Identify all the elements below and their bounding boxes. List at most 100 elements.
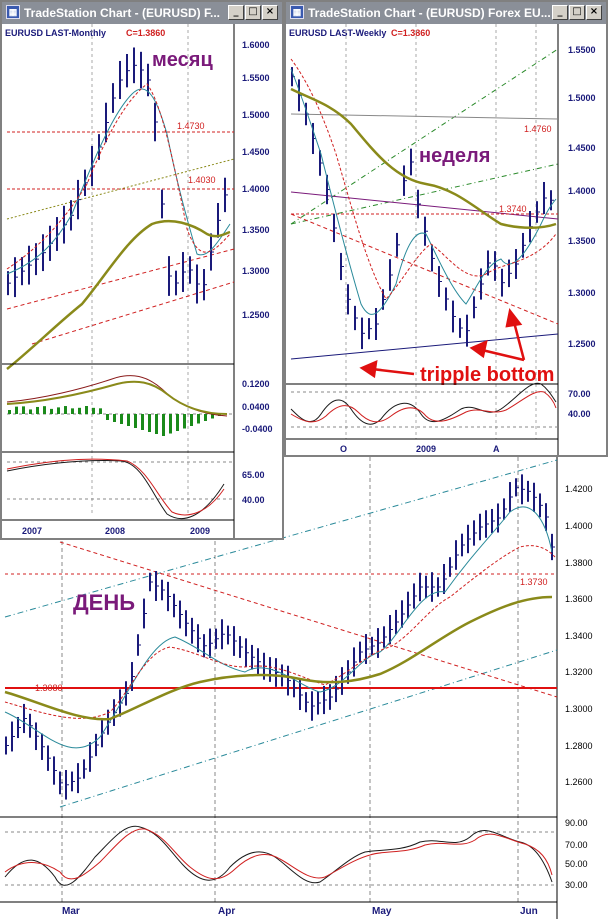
macd-bar bbox=[169, 414, 172, 434]
date-tick: Apr bbox=[218, 906, 235, 917]
price-tick: 1.4200 bbox=[565, 484, 593, 494]
macd-tick: -0.0400 bbox=[242, 424, 273, 434]
date-tick: O bbox=[340, 444, 347, 454]
level-label: 1.3080 bbox=[35, 683, 63, 693]
macd-bar bbox=[183, 414, 186, 429]
monthly-chart-window[interactable]: ▦ TradeStation Chart - (EURUSD) F... _ □… bbox=[0, 0, 284, 540]
macd-histogram bbox=[8, 406, 221, 436]
price-tick: 1.5000 bbox=[568, 93, 596, 103]
window-titlebar[interactable]: ▦ TradeStation Chart - (EURUSD) F... _ □… bbox=[2, 2, 282, 24]
date-tick: A bbox=[493, 444, 500, 454]
price-bars bbox=[7, 47, 228, 304]
price-tick: 1.3000 bbox=[242, 266, 270, 276]
macd-bar bbox=[113, 414, 116, 422]
macd-bar bbox=[50, 408, 53, 414]
macd-bar bbox=[176, 414, 179, 431]
close-button[interactable]: × bbox=[586, 5, 602, 20]
symbol-header: EURUSD LAST-Weekly bbox=[289, 28, 386, 38]
macd-bar bbox=[141, 414, 144, 430]
app-icon: ▦ bbox=[290, 5, 304, 19]
close-button[interactable]: × bbox=[262, 5, 278, 20]
tripple-bottom-label: tripple bottom bbox=[420, 364, 554, 386]
price-tick: 1.3500 bbox=[568, 236, 596, 246]
monthly-chart: EURUSD LAST-Monthly C=1.3860 1.4730 1.40… bbox=[2, 24, 282, 538]
close-value: C=1.3860 bbox=[126, 28, 165, 38]
macd-bar bbox=[197, 414, 200, 424]
date-tick: May bbox=[372, 906, 392, 917]
maximize-button[interactable]: □ bbox=[245, 5, 261, 20]
price-tick: 1.4000 bbox=[565, 521, 593, 531]
macd-bar bbox=[92, 407, 95, 414]
price-tick: 1.6000 bbox=[242, 40, 270, 50]
annotation-arrows bbox=[359, 308, 526, 379]
year-tick: 2009 bbox=[190, 526, 210, 536]
macd-bar bbox=[29, 409, 32, 414]
macd-bar bbox=[57, 407, 60, 414]
macd-bar bbox=[15, 406, 18, 414]
close-value: C=1.3860 bbox=[391, 28, 430, 38]
month-label: месяц bbox=[152, 49, 213, 71]
price-tick: 1.4000 bbox=[242, 184, 270, 194]
window-titlebar[interactable]: ▦ TradeStation Chart - (EURUSD) Forex EU… bbox=[286, 2, 606, 24]
year-tick: 2007 bbox=[22, 526, 42, 536]
level-label: 1.4730 bbox=[177, 121, 205, 131]
macd-bar bbox=[155, 414, 158, 434]
level-label: 1.3730 bbox=[520, 577, 548, 587]
price-tick: 1.2800 bbox=[565, 741, 593, 751]
macd-bar bbox=[204, 414, 207, 421]
macd-bar bbox=[8, 410, 11, 414]
price-tick: 1.4500 bbox=[242, 147, 270, 157]
date-tick: Mar bbox=[62, 906, 80, 917]
day-label: ДЕНЬ bbox=[73, 590, 135, 615]
macd-bar bbox=[211, 414, 214, 419]
level-label: 1.4760 bbox=[524, 124, 552, 134]
window-title: TradeStation Chart - (EURUSD) F... bbox=[24, 6, 221, 20]
date-tick: 2009 bbox=[416, 444, 436, 454]
price-tick: 1.3800 bbox=[565, 558, 593, 568]
price-tick: 1.5500 bbox=[242, 73, 270, 83]
macd-bar bbox=[120, 414, 123, 424]
price-tick: 1.3600 bbox=[565, 594, 593, 604]
macd-bar bbox=[134, 414, 137, 428]
level-label: 1.4030 bbox=[188, 175, 216, 185]
price-tick: 1.3400 bbox=[565, 631, 593, 641]
symbol-header: EURUSD LAST-Monthly bbox=[5, 28, 106, 38]
macd-bar bbox=[162, 414, 165, 436]
macd-bar bbox=[36, 406, 39, 414]
macd-tick: 0.1200 bbox=[242, 379, 270, 389]
weekly-chart-window[interactable]: ▦ TradeStation Chart - (EURUSD) Forex EU… bbox=[284, 0, 608, 457]
macd-bar bbox=[190, 414, 193, 426]
window-title: TradeStation Chart - (EURUSD) Forex EU..… bbox=[308, 6, 551, 20]
price-tick: 1.2500 bbox=[242, 310, 270, 320]
stoch-tick: 65.00 bbox=[242, 470, 265, 480]
price-tick: 1.4000 bbox=[568, 186, 596, 196]
stoch-tick: 40.00 bbox=[242, 495, 265, 505]
maximize-button[interactable]: □ bbox=[569, 5, 585, 20]
price-tick: 1.5000 bbox=[242, 110, 270, 120]
stoch-tick: 70.00 bbox=[565, 840, 588, 850]
stoch-tick: 70.00 bbox=[568, 389, 591, 399]
macd-bar bbox=[99, 408, 102, 414]
minimize-button[interactable]: _ bbox=[552, 5, 568, 20]
price-tick: 1.5500 bbox=[568, 45, 596, 55]
stoch-tick: 30.00 bbox=[565, 880, 588, 890]
date-tick: Jun bbox=[520, 906, 538, 917]
minimize-button[interactable]: _ bbox=[228, 5, 244, 20]
macd-bar bbox=[22, 406, 25, 414]
macd-bar bbox=[148, 414, 151, 432]
app-icon: ▦ bbox=[6, 5, 20, 19]
weekly-chart: EURUSD LAST-Weekly C=1.3860 1.4760 1.374… bbox=[286, 24, 606, 455]
price-tick: 1.2500 bbox=[568, 339, 596, 349]
week-label: неделя bbox=[419, 145, 490, 167]
macd-tick: 0.0400 bbox=[242, 402, 270, 412]
macd-bar bbox=[106, 414, 109, 420]
stoch-tick: 40.00 bbox=[568, 409, 591, 419]
price-tick: 1.2600 bbox=[565, 777, 593, 787]
macd-bar bbox=[64, 406, 67, 414]
macd-bar bbox=[78, 407, 81, 414]
macd-bar bbox=[43, 406, 46, 414]
stoch-tick: 50.00 bbox=[565, 859, 588, 869]
stoch-tick: 90.00 bbox=[565, 818, 588, 828]
price-tick: 1.3200 bbox=[565, 667, 593, 677]
macd-bar bbox=[71, 408, 74, 414]
